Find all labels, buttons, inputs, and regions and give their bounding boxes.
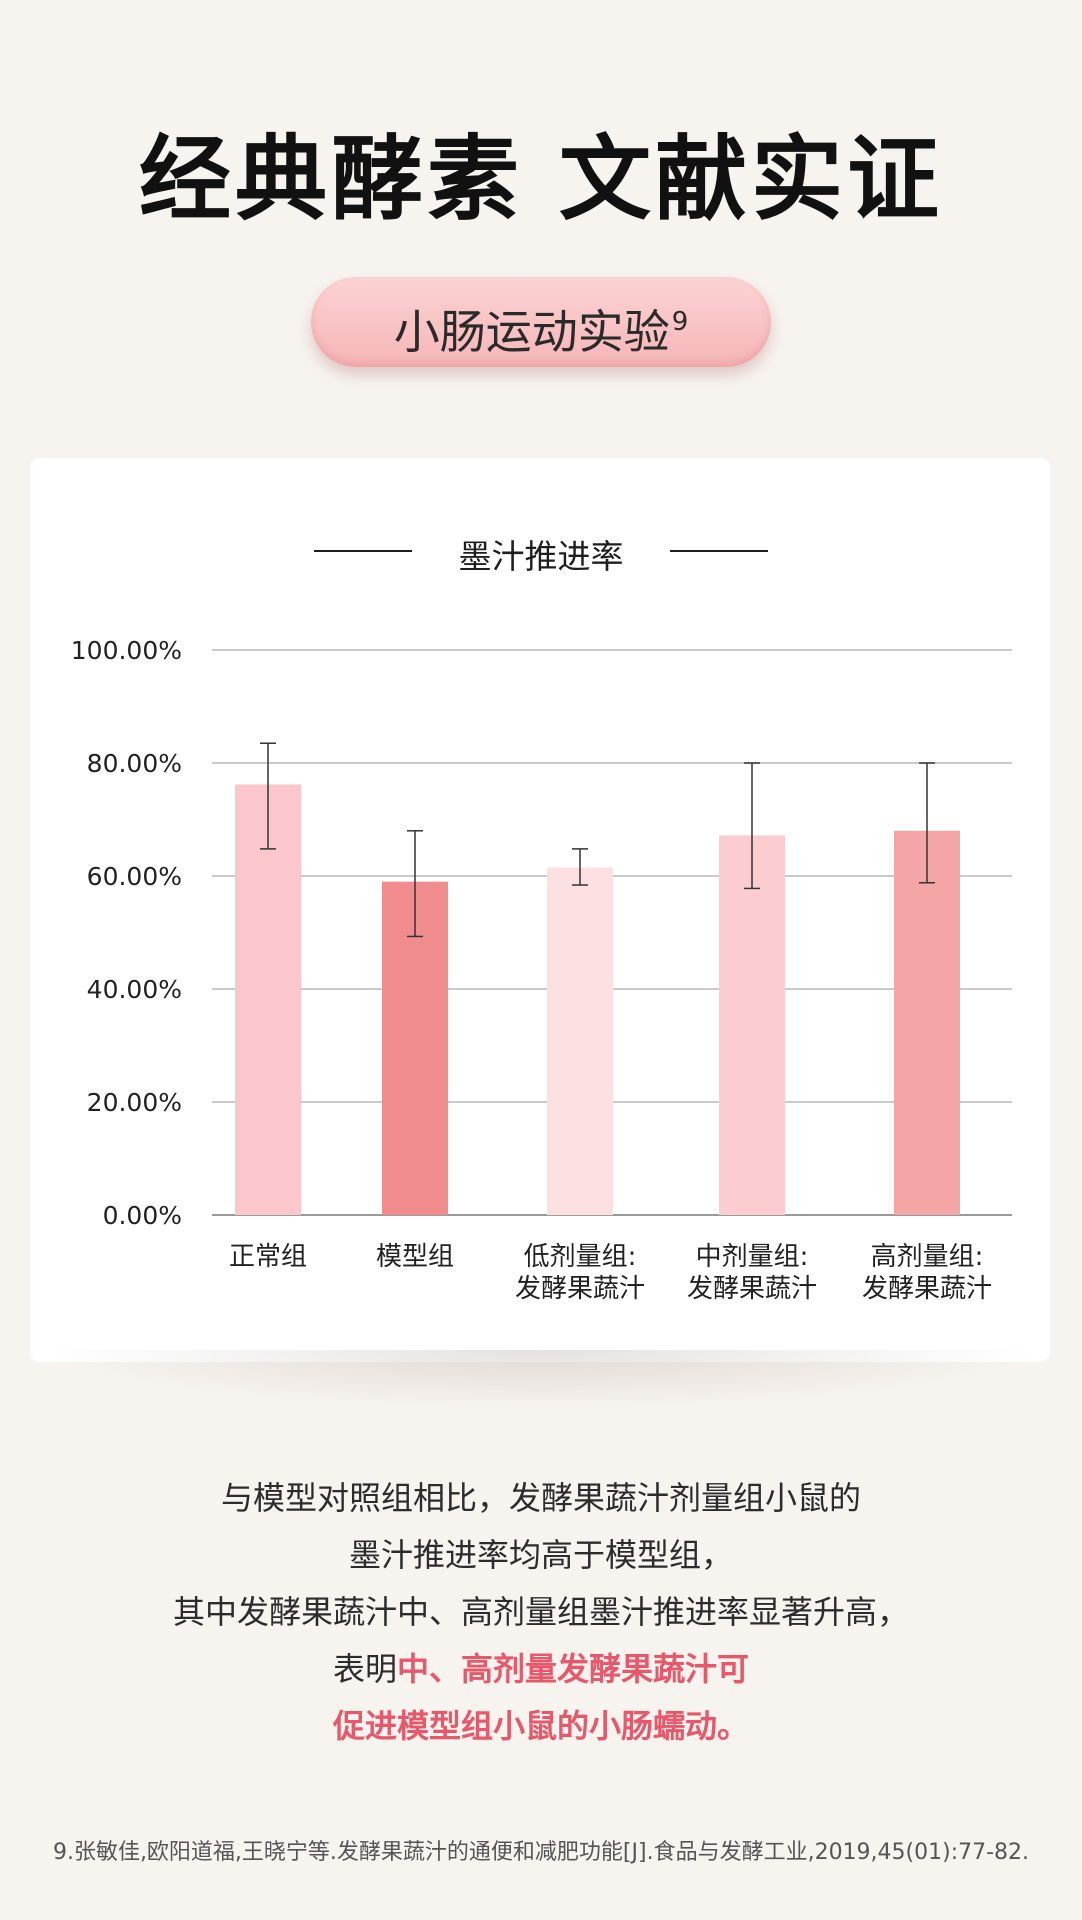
y-tick-label: 40.00%: [87, 975, 182, 1004]
bar: [894, 831, 960, 1215]
bar: [547, 868, 613, 1215]
experiment-pill: 小肠运动实验9: [311, 277, 771, 367]
y-tick-label: 0.00%: [103, 1201, 182, 1230]
bar-chart: 0.00% 20.00% 40.00% 60.00% 80.00% 100.00% 正常组 模…: [0, 600, 1082, 1320]
x-tick-label: 低剂量组:发酵果蔬汁: [515, 1242, 645, 1304]
description-highlight-1: 中、高剂量发酵果蔬汁可: [397, 1650, 749, 1688]
description-line-2: 墨汁推进率均高于模型组，: [0, 1527, 1082, 1584]
description-line-1: 与模型对照组相比，发酵果蔬汁剂量组小鼠的: [0, 1470, 1082, 1527]
x-tick-label: 正常组: [229, 1242, 307, 1272]
description-line-4: 表明中、高剂量发酵果蔬汁可: [0, 1641, 1082, 1698]
description-highlight-2: 促进模型组小鼠的小肠蠕动。: [333, 1707, 749, 1745]
x-tick-label: 模型组: [376, 1242, 454, 1272]
y-tick-label: 20.00%: [87, 1088, 182, 1117]
x-tick-label: 中剂量组:发酵果蔬汁: [687, 1242, 817, 1304]
y-tick-label: 80.00%: [87, 749, 182, 778]
y-tick-label: 60.00%: [87, 862, 182, 891]
description-line-3: 其中发酵果蔬汁中、高剂量组墨汁推进率显著升高，: [0, 1584, 1082, 1641]
chart-title: 墨汁推进率: [419, 530, 664, 578]
footnote-superscript: 9: [672, 307, 689, 337]
bar: [719, 835, 785, 1215]
experiment-label: 小肠运动实验: [394, 305, 670, 359]
page-headline: 经典酵素 文献实证: [0, 125, 1082, 235]
description: 与模型对照组相比，发酵果蔬汁剂量组小鼠的 墨汁推进率均高于模型组， 其中发酵果蔬…: [0, 1470, 1082, 1755]
x-tick-label: 高剂量组:发酵果蔬汁: [862, 1242, 992, 1304]
y-tick-label: 100.00%: [71, 636, 182, 665]
card-shadow: [40, 1350, 1040, 1410]
description-prefix: 表明: [333, 1650, 397, 1688]
reference-footnote: 9.张敏佳,欧阳道福,王晓宁等.发酵果蔬汁的通便和减肥功能[J].食品与发酵工业…: [0, 1834, 1082, 1866]
